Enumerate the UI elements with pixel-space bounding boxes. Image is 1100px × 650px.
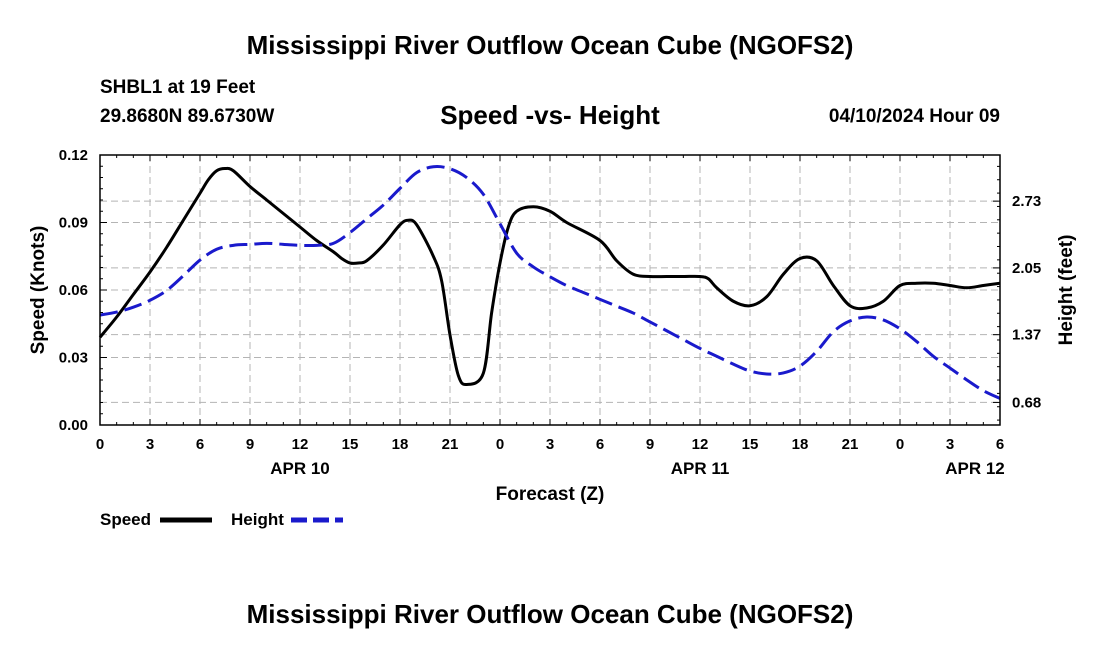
x-tick-label: 9: [246, 436, 254, 453]
x-tick-label: 0: [96, 436, 104, 453]
date-label: APR 10: [270, 459, 330, 478]
x-tick-label: 12: [692, 436, 709, 453]
plot-frame: [99, 154, 1001, 426]
x-tick-label: 6: [596, 436, 604, 453]
y-tick-label: 0.03: [59, 350, 88, 367]
station-coordinates: 29.8680N 89.6730W: [100, 106, 275, 127]
x-tick-label: 9: [646, 436, 654, 453]
y-axis-label: Speed (Knots): [28, 226, 49, 355]
chart-subtitle: Speed -vs- Height: [440, 100, 660, 130]
chart-main-title: Mississippi River Outflow Ocean Cube (NG…: [246, 30, 854, 60]
x-axis-label: Forecast (Z): [496, 484, 605, 505]
x-tick-label: 18: [792, 436, 809, 453]
y-tick-label: 0.12: [59, 147, 88, 164]
x-tick-label: 12: [292, 436, 309, 453]
y2-tick-label: 2.05: [1012, 260, 1041, 277]
x-tick-label: 15: [342, 436, 359, 453]
y2-axis-label: Height (feet): [1056, 235, 1077, 346]
date-label: APR 11: [671, 459, 730, 478]
y-tick-label: 0.06: [59, 282, 88, 299]
y2-tick-label: 2.73: [1012, 193, 1041, 210]
x-tick-label: 15: [742, 436, 759, 453]
x-tick-label: 21: [842, 436, 859, 453]
series-layer: [98, 165, 1001, 400]
grid-layer: [100, 155, 1000, 425]
legend: Speed Height: [100, 510, 343, 529]
chart-main-title-repeat: Mississippi River Outflow Ocean Cube (NG…: [246, 599, 854, 629]
legend-height-label: Height: [231, 510, 284, 529]
y2-tick-label: 1.37: [1012, 327, 1041, 344]
station-label: SHBL1 at 19 Feet: [100, 77, 256, 98]
speed-series-line: [98, 166, 1001, 387]
y-tick-label: 0.00: [59, 417, 88, 434]
legend-speed-label: Speed: [100, 510, 151, 529]
x-tick-label: 6: [996, 436, 1004, 453]
x-tick-label: 3: [146, 436, 154, 453]
x-tick-label: 21: [442, 436, 459, 453]
x-tick-label: 3: [946, 436, 954, 453]
y2-tick-label: 0.68: [1012, 394, 1041, 411]
x-tick-label: 3: [546, 436, 554, 453]
x-tick-label: 0: [496, 436, 504, 453]
x-tick-label: 6: [196, 436, 204, 453]
x-tick-label: 18: [392, 436, 409, 453]
date-label: APR 12: [945, 459, 1005, 478]
forecast-datetime: 04/10/2024 Hour 09: [828, 106, 1000, 127]
y-tick-label: 0.09: [59, 215, 88, 232]
x-tick-label: 0: [896, 436, 904, 453]
height-series-line: [99, 165, 1001, 400]
